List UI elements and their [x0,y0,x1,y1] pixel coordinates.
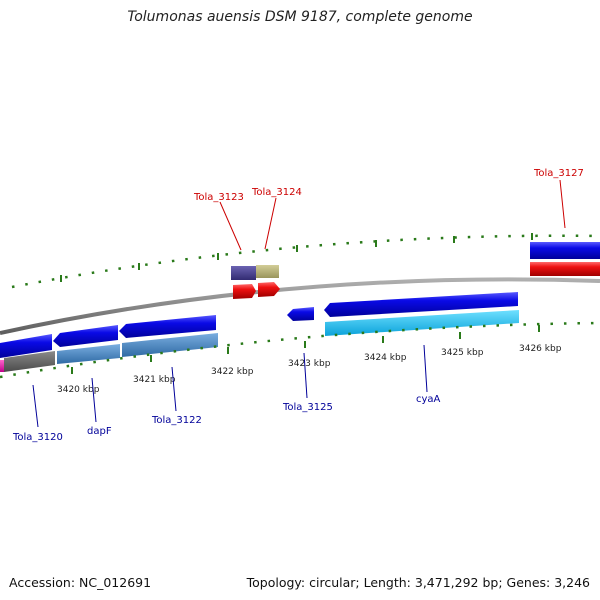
cds-cyaa-blue [324,292,518,317]
cds-tola3124-red [258,282,280,297]
gene-tola3122-steel [122,333,218,357]
leader-lines-blue [32,344,428,428]
gene-tola3127-red [530,262,600,276]
leader-lines-red [219,179,566,251]
gene-cyaa-cyan [325,310,519,336]
cds-tola3123-red [233,284,256,299]
outer-ruler-major-ticks [60,233,533,282]
map-title: Tolumonas auensis DSM 9187, complete gen… [127,9,473,25]
gene-tola3123-purple [231,266,256,280]
gene-dapf-steel [57,344,120,364]
label-tola3127: Tola_3127 [533,168,584,179]
label-tola3120: Tola_3120 [12,432,63,443]
label-tola3122: Tola_3122 [151,415,202,426]
tick-label-3425: 3425 kbp [441,348,484,358]
gene-magenta-edge [0,360,4,372]
label-tola3123: Tola_3123 [193,192,244,203]
genome-backbone [0,277,600,335]
tick-label-3422: 3422 kbp [211,367,254,377]
gene-tola3124-khaki [256,265,279,278]
cds-tola3122-blue [119,315,216,338]
tick-label-3424: 3424 kbp [364,353,407,363]
cds-tola3125-blue [287,307,314,321]
label-tola3125: Tola_3125 [282,402,333,413]
genome-summary-text: Topology: circular; Length: 3,471,292 bp… [246,575,590,590]
gene-tola3120-gray [4,351,55,372]
label-cyaa: cyaA [416,394,441,405]
accession-text: Accession: NC_012691 [9,575,152,590]
label-dapf: dapF [87,426,112,437]
cds-tola3120-blue [0,334,52,358]
cds-dapf-blue [53,325,118,347]
tick-label-3420: 3420 kbp [57,385,100,395]
outer-ruler-dots [11,234,600,289]
cds-tola3127-blue [530,242,600,259]
tick-label-3423: 3423 kbp [288,359,331,369]
inner-ruler-major-ticks [71,325,540,374]
tick-label-3421: 3421 kbp [133,375,176,385]
tick-label-3426: 3426 kbp [519,344,562,354]
label-tola3124: Tola_3124 [251,187,302,198]
